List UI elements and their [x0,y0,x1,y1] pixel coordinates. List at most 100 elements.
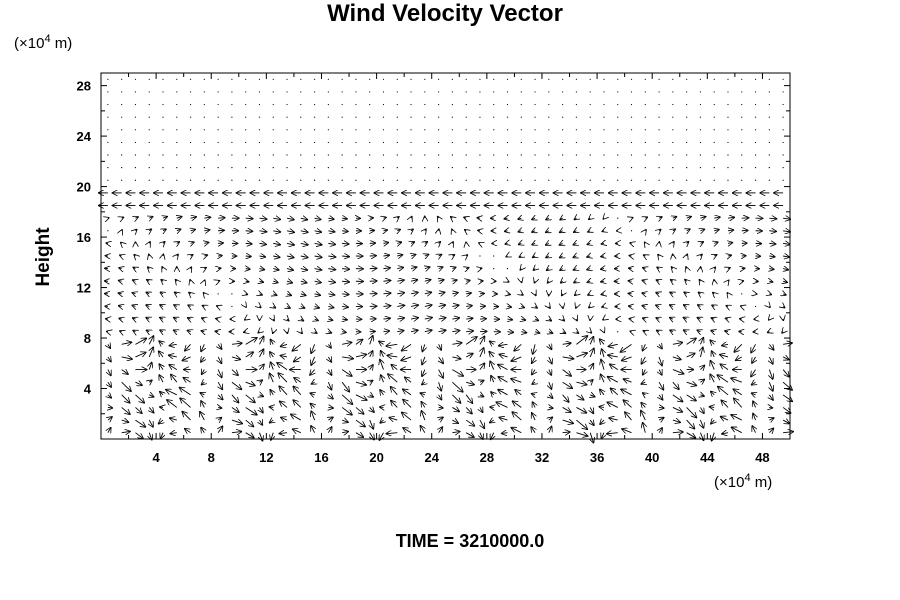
vector-dot [562,91,564,93]
vector-arrow [203,306,205,307]
vector-arrow [685,280,687,281]
vector-dot [754,116,757,118]
vector-arrow [259,420,262,425]
vector-arrow [549,356,552,363]
vector-arrow [397,293,404,294]
vector-arrow [120,331,122,332]
vector-arrow [149,363,151,370]
vector-dot [644,129,646,131]
vector-dot [672,91,674,93]
vector-dot [741,116,743,118]
vector-arrow [218,381,222,389]
vector-arrow [590,420,594,425]
vector-arrow [401,357,412,360]
vector-dot [589,179,591,181]
vector-dot [617,78,619,80]
vector-dot [121,167,123,169]
vector-dot [369,129,371,131]
vector-arrow [291,414,302,421]
vector-arrow [119,306,122,307]
vector-dot [203,167,205,169]
vector-arrow [424,305,432,306]
vector-dot [327,179,329,181]
vector-arrow [328,395,332,399]
vector-arrow [273,294,276,295]
vector-arrow [769,429,773,433]
vector-dot [424,78,426,80]
vector-dot [603,91,605,93]
vector-arrow [310,393,314,395]
vector-arrow [768,332,770,333]
vector-dot [231,154,233,156]
vector-arrow [411,217,412,218]
vector-dot [782,154,784,156]
vector-arrow [718,387,729,396]
vector-arrow [425,229,426,230]
vector-dot [355,179,357,181]
vector-dot [313,167,316,169]
vector-arrow [518,231,521,232]
vector-arrow [672,407,682,411]
vector-arrow [231,394,239,403]
vector-arrow [769,269,773,270]
vector-dot [575,116,578,118]
vector-arrow [328,281,335,282]
vector-dot [713,129,715,131]
vector-arrow [174,305,177,306]
vector-arrow [576,407,586,412]
vector-arrow [549,370,551,375]
vector-dot [520,154,522,156]
vector-arrow [505,243,507,244]
vector-arrow [452,280,456,281]
vector-arrow [383,217,385,218]
vector-dot [658,154,660,156]
vector-arrow [752,356,756,363]
vector-arrow [466,331,473,332]
vector-arrow [672,394,683,402]
vector-arrow [508,281,509,282]
vector-arrow [728,268,730,269]
vector-arrow [521,306,524,307]
vector-arrow [342,269,349,270]
vector-arrow [149,432,151,440]
vector-dot [327,116,329,118]
vector-arrow [465,354,473,357]
vector-dot [121,154,123,156]
vector-arrow [608,355,618,357]
vector-arrow [588,294,590,295]
vector-arrow [711,361,715,370]
vector-arrow [490,341,494,344]
vector-arrow [273,281,277,282]
vector-arrow [397,318,404,319]
vector-arrow [657,267,659,268]
vector-dot [630,103,633,106]
vector-arrow [397,255,402,256]
vector-dot [355,167,357,169]
vector-dot [782,179,784,181]
vector-dot [589,103,591,106]
vector-dot [410,116,412,118]
vector-dot [272,116,274,118]
vector-arrow [201,428,204,433]
vector-arrow [439,417,443,420]
vector-dot [203,179,205,181]
vector-arrow [312,382,315,384]
vector-dot [630,91,633,93]
vector-dot [162,116,164,118]
vector-arrow [410,318,418,319]
vector-arrow [686,382,697,385]
vector-arrow [121,381,131,391]
vector-dot [176,129,178,131]
vector-dot [369,179,371,181]
vector-arrow [259,337,263,345]
vector-arrow [645,243,646,244]
vector-arrow [121,342,132,344]
vector-arrow [769,218,776,219]
vector-arrow [439,280,444,281]
vector-dot [300,91,302,93]
vector-arrow [769,243,775,244]
vector-arrow [783,281,787,282]
vector-arrow [314,256,322,257]
vector-dot [231,141,233,144]
vector-arrow [161,292,163,293]
